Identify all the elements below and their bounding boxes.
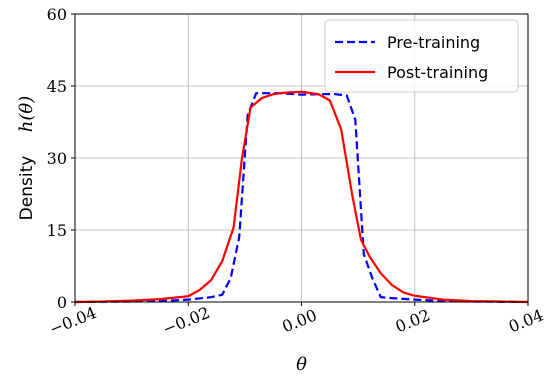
series-line-0 (74, 92, 529, 304)
series-lines (74, 90, 529, 304)
y-axis-label-math: h(θ) (16, 96, 37, 132)
legend-label-1: Post-training (387, 63, 488, 82)
y-axis-label-text: Density (17, 156, 37, 221)
series-line-1 (74, 90, 529, 304)
x-tick-label-1: −0.02 (160, 303, 213, 339)
x-tick-label-4: 0.04 (506, 305, 546, 336)
legend: Pre-training Post-training (324, 19, 519, 93)
axis-labels: θ Density h(θ) (16, 96, 307, 375)
y-tick-label-4: 60 (47, 5, 67, 24)
y-tick-label-3: 45 (47, 77, 67, 96)
x-tick-label-0: −0.04 (47, 303, 100, 339)
x-tick-label-2: 0.00 (279, 305, 319, 336)
x-axis-label: θ (296, 354, 307, 375)
y-tick-label-2: 30 (47, 149, 67, 168)
legend-box (324, 19, 519, 93)
legend-label-0: Pre-training (387, 33, 480, 52)
y-axis-label: Density h(θ) (16, 96, 37, 221)
x-tick-label-3: 0.02 (393, 305, 433, 336)
y-tick-label-1: 15 (47, 221, 67, 240)
y-tick-label-0: 0 (57, 293, 67, 312)
